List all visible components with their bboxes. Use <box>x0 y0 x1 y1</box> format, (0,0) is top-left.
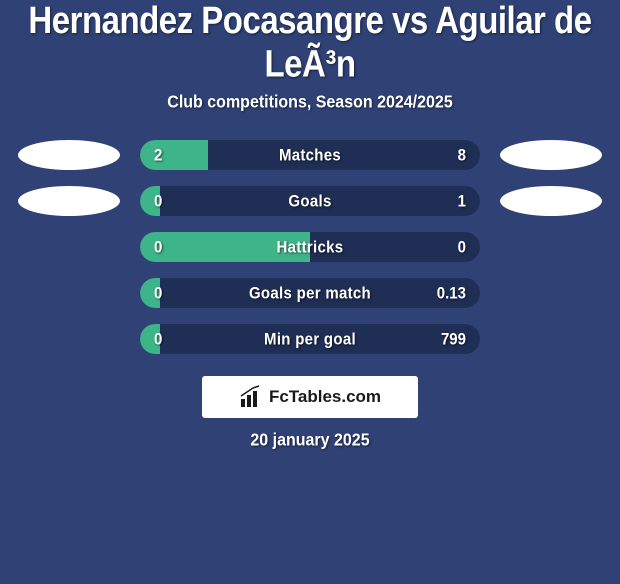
stat-value-right: 799 <box>441 324 466 354</box>
spacer <box>18 324 120 354</box>
comparison-title: Hernandez Pocasangre vs Aguilar de LeÃ³n <box>0 4 620 80</box>
player2-badge <box>500 186 602 216</box>
stat-label: Goals per match <box>140 278 480 308</box>
stat-label: Hattricks <box>140 232 480 262</box>
stat-value-right: 0.13 <box>437 278 466 308</box>
player2-badge <box>500 140 602 170</box>
snapshot-date-text: 20 january 2025 <box>250 431 369 451</box>
bar-chart-icon <box>239 385 263 409</box>
stat-value-right: 0 <box>458 232 466 262</box>
stat-row-matches: 2Matches8 <box>0 140 620 170</box>
spacer <box>18 278 120 308</box>
fctables-logo[interactable]: FcTables.com <box>202 376 418 418</box>
stat-label: Matches <box>140 140 480 170</box>
snapshot-date: 20 january 2025 <box>0 432 620 450</box>
stat-row-min-per-goal: 0Min per goal799 <box>0 324 620 354</box>
player1-badge <box>18 186 120 216</box>
comparison-subtitle: Club competitions, Season 2024/2025 <box>0 94 620 112</box>
stat-row-hattricks: 0Hattricks0 <box>0 232 620 262</box>
stat-label: Min per goal <box>140 324 480 354</box>
stat-label: Goals <box>140 186 480 216</box>
stat-bar: 0Min per goal799 <box>140 324 480 354</box>
stat-bar: 0Hattricks0 <box>140 232 480 262</box>
stat-row-goals: 0Goals1 <box>0 186 620 216</box>
spacer <box>500 232 602 262</box>
stat-bar: 0Goals per match0.13 <box>140 278 480 308</box>
spacer <box>18 232 120 262</box>
comparison-subtitle-text: Club competitions, Season 2024/2025 <box>167 93 452 113</box>
stat-bar: 2Matches8 <box>140 140 480 170</box>
player1-badge <box>18 140 120 170</box>
spacer <box>500 278 602 308</box>
comparison-title-text: Hernandez Pocasangre vs Aguilar de LeÃ³n <box>0 0 620 86</box>
fctables-logo-text: FcTables.com <box>269 387 381 407</box>
stat-row-goals-per-match: 0Goals per match0.13 <box>0 278 620 308</box>
stat-value-right: 1 <box>458 186 466 216</box>
spacer <box>500 324 602 354</box>
stat-bar: 0Goals1 <box>140 186 480 216</box>
stat-value-right: 8 <box>458 140 466 170</box>
